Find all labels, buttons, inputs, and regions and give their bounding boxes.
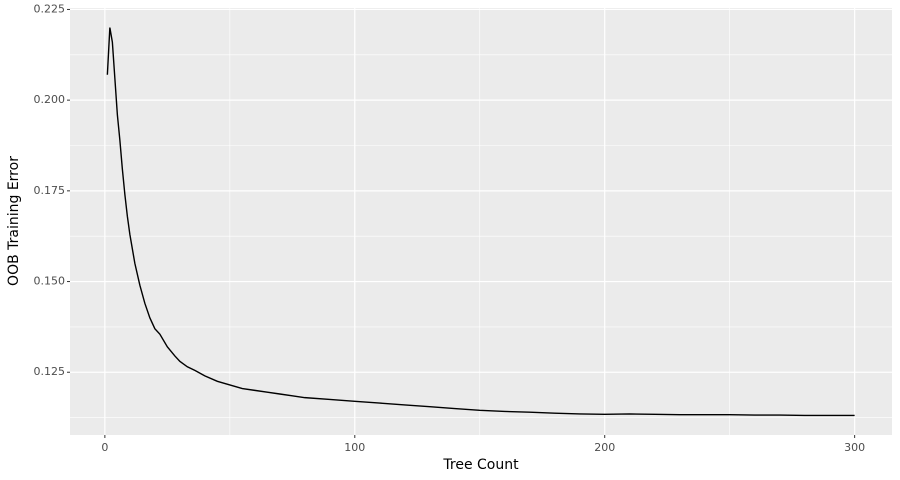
y-tick-label: 0.200	[34, 93, 66, 106]
x-axis-title: Tree Count	[442, 457, 519, 473]
y-tick-label: 0.175	[34, 184, 66, 197]
y-tick-label: 0.225	[34, 2, 66, 15]
y-tick-label: 0.150	[34, 275, 66, 288]
x-tick-label: 300	[844, 441, 865, 454]
x-tick-label: 0	[101, 441, 108, 454]
x-tick-label: 100	[344, 441, 365, 454]
x-tick-label: 200	[594, 441, 615, 454]
y-tick-label: 0.125	[34, 365, 66, 378]
y-axis-title: OOB Training Error	[6, 156, 22, 286]
line	[106, 27, 855, 417]
plot-panel	[70, 8, 892, 435]
